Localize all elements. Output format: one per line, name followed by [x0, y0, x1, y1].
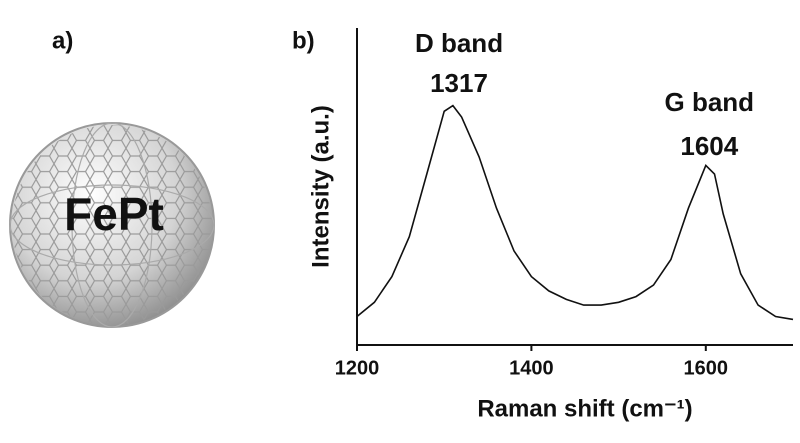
raman-plot: 1200 1400 1600 Raman shift (cm⁻¹) Intensity … — [307, 28, 794, 422]
nanoparticle-illustration: FePt — [9, 122, 215, 328]
y-axis-label: Intensity (a.u.) — [307, 105, 334, 268]
x-axis-label: Raman shift (cm⁻¹) — [477, 395, 692, 422]
x-tick-label: 1200 — [335, 357, 380, 379]
panel-label: b) — [292, 27, 315, 54]
peak-position: 1317 — [430, 68, 488, 98]
peak-name: G band — [665, 87, 755, 117]
peak-name: D band — [415, 28, 503, 58]
panel-label: a) — [52, 27, 73, 54]
x-tick-label: 1600 — [684, 357, 729, 379]
x-tick-label: 1400 — [509, 357, 554, 379]
peak-position: 1604 — [680, 131, 738, 161]
particle-label: FePt — [64, 188, 164, 240]
spectrum-line — [356, 104, 794, 321]
